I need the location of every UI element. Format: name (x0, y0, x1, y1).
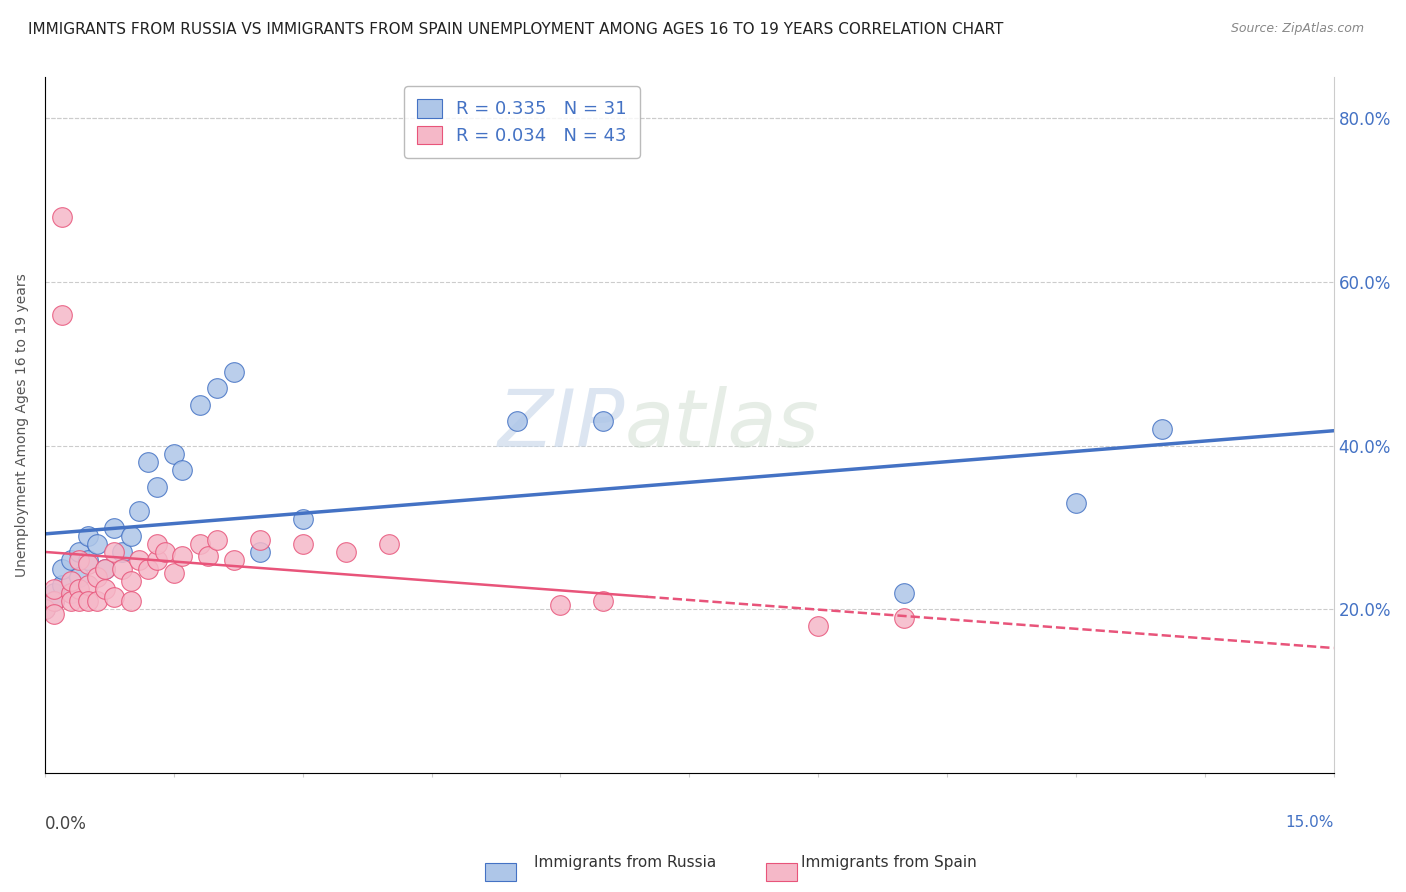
Point (249, 545, 271, 559)
Text: Source: ZipAtlas.com: Source: ZipAtlas.com (1230, 22, 1364, 36)
Point (51, 210, 73, 224)
Text: Immigrants from Spain: Immigrants from Spain (801, 855, 977, 870)
Point (335, 545, 357, 559)
Point (51, 308, 73, 322)
Point (103, 545, 125, 559)
Point (67, 582, 90, 596)
Point (172, 463, 194, 477)
Legend: R = 0.335   N = 31, R = 0.034   N = 43: R = 0.335 N = 31, R = 0.034 N = 43 (404, 87, 640, 158)
Point (86, 594, 108, 608)
Point (51, 561, 73, 575)
Point (111, 545, 134, 559)
Point (42, 582, 65, 596)
Point (42, 594, 65, 608)
Text: atlas: atlas (624, 386, 820, 465)
Point (77, 578, 100, 592)
Point (155, 545, 177, 559)
Point (128, 553, 150, 567)
Point (67, 570, 90, 584)
Point (550, 599, 572, 613)
Point (51, 578, 73, 592)
Point (86, 570, 108, 584)
Point (291, 537, 314, 551)
Point (103, 591, 125, 605)
Point (128, 504, 150, 518)
Point (377, 537, 399, 551)
Point (136, 455, 159, 469)
Point (1064, 496, 1087, 510)
Point (222, 365, 245, 379)
Point (205, 533, 228, 547)
Point (77, 558, 100, 572)
Point (77, 594, 100, 608)
Text: 0.0%: 0.0% (45, 815, 87, 833)
Text: Immigrants from Russia: Immigrants from Russia (534, 855, 717, 870)
Text: ZIP: ZIP (498, 386, 624, 465)
Point (94, 561, 117, 575)
Point (592, 414, 614, 428)
Point (59, 574, 82, 588)
Y-axis label: Unemployment Among Ages 16 to 19 years: Unemployment Among Ages 16 to 19 years (15, 274, 30, 577)
Point (172, 549, 194, 564)
Point (34, 602, 56, 616)
Point (42, 586, 65, 600)
Point (136, 561, 159, 575)
Point (222, 553, 245, 567)
Point (893, 586, 915, 600)
Point (42, 594, 65, 608)
Point (1150, 422, 1173, 436)
Point (506, 414, 529, 428)
Point (163, 566, 186, 580)
Point (111, 561, 134, 575)
Point (197, 549, 219, 564)
Point (807, 619, 830, 633)
Point (145, 537, 167, 551)
Point (42, 607, 65, 621)
Point (120, 529, 142, 543)
Point (145, 553, 167, 567)
Point (94, 561, 117, 575)
Point (188, 537, 211, 551)
Point (94, 582, 117, 596)
Point (67, 594, 90, 608)
Point (59, 553, 82, 567)
Point (59, 586, 82, 600)
Point (145, 480, 167, 494)
Point (163, 447, 186, 461)
Text: 15.0%: 15.0% (1285, 815, 1334, 830)
Point (188, 398, 211, 412)
Point (291, 512, 314, 526)
Text: IMMIGRANTS FROM RUSSIA VS IMMIGRANTS FROM SPAIN UNEMPLOYMENT AMONG AGES 16 TO 19: IMMIGRANTS FROM RUSSIA VS IMMIGRANTS FRO… (28, 22, 1004, 37)
Point (67, 553, 90, 567)
Point (59, 586, 82, 600)
Point (77, 529, 100, 543)
Point (205, 382, 228, 396)
Point (86, 537, 108, 551)
Point (59, 594, 82, 608)
Point (893, 610, 915, 624)
Point (34, 602, 56, 616)
Point (592, 594, 614, 608)
Point (77, 553, 100, 567)
Point (120, 574, 142, 588)
Point (249, 533, 271, 547)
Point (103, 521, 125, 535)
Point (67, 545, 90, 559)
Point (120, 594, 142, 608)
